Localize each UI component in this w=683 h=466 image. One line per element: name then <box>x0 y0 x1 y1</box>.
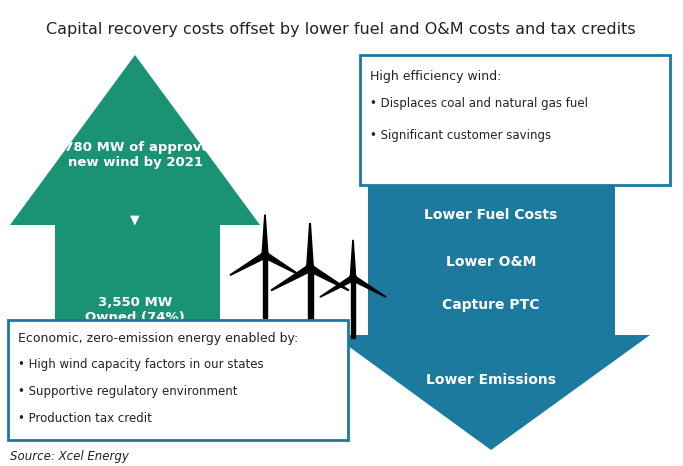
Text: • Significant customer savings: • Significant customer savings <box>370 129 551 142</box>
Text: • Supportive regulatory environment: • Supportive regulatory environment <box>18 385 238 398</box>
Text: 4,780 MW of approved
new wind by 2021: 4,780 MW of approved new wind by 2021 <box>50 141 220 169</box>
Text: Capture PTC: Capture PTC <box>443 298 540 312</box>
Text: Lower Emissions: Lower Emissions <box>426 373 556 387</box>
Text: ▼: ▼ <box>130 213 140 226</box>
Text: • High wind capacity factors in our states: • High wind capacity factors in our stat… <box>18 358 264 371</box>
Polygon shape <box>262 214 268 255</box>
Text: Lower O&M: Lower O&M <box>446 255 536 269</box>
FancyBboxPatch shape <box>360 55 670 185</box>
Circle shape <box>306 264 314 272</box>
Polygon shape <box>306 223 314 268</box>
Text: 3,550 MW
Owned (74%): 3,550 MW Owned (74%) <box>85 296 185 324</box>
Polygon shape <box>10 55 260 415</box>
Polygon shape <box>350 240 357 278</box>
Text: Lower Fuel Costs: Lower Fuel Costs <box>424 208 557 222</box>
Text: • Production tax credit: • Production tax credit <box>18 412 152 425</box>
FancyBboxPatch shape <box>8 320 348 440</box>
Polygon shape <box>270 265 312 291</box>
Bar <box>351 278 355 337</box>
Circle shape <box>262 251 268 259</box>
Text: • Displaces coal and natural gas fuel: • Displaces coal and natural gas fuel <box>370 97 588 110</box>
Polygon shape <box>333 185 650 450</box>
Polygon shape <box>351 275 387 298</box>
Circle shape <box>350 274 357 281</box>
Text: Capital recovery costs offset by lower fuel and O&M costs and tax credits: Capital recovery costs offset by lower f… <box>46 22 636 37</box>
Polygon shape <box>308 265 350 291</box>
Bar <box>307 268 313 338</box>
Polygon shape <box>320 275 354 298</box>
Text: Source: Xcel Energy: Source: Xcel Energy <box>10 450 129 463</box>
Bar <box>263 255 267 318</box>
Text: High efficiency wind:: High efficiency wind: <box>370 70 501 83</box>
Polygon shape <box>263 252 301 276</box>
Text: Economic, zero-emission energy enabled by:: Economic, zero-emission energy enabled b… <box>18 332 298 345</box>
Polygon shape <box>229 252 267 276</box>
